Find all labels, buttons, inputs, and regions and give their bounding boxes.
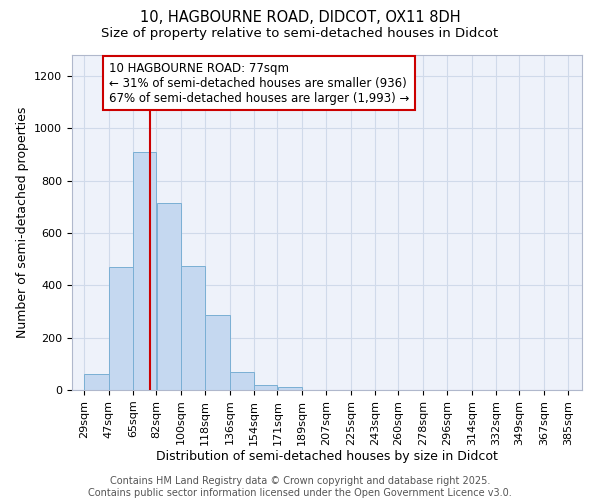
- Bar: [157, 203, 181, 390]
- Text: 10, HAGBOURNE ROAD, DIDCOT, OX11 8DH: 10, HAGBOURNE ROAD, DIDCOT, OX11 8DH: [140, 10, 460, 25]
- Bar: [278, 388, 302, 390]
- Bar: [109, 267, 133, 390]
- Text: Contains HM Land Registry data © Crown copyright and database right 2025.
Contai: Contains HM Land Registry data © Crown c…: [88, 476, 512, 498]
- Text: 10 HAGBOURNE ROAD: 77sqm
← 31% of semi-detached houses are smaller (936)
67% of : 10 HAGBOURNE ROAD: 77sqm ← 31% of semi-d…: [109, 62, 409, 104]
- Bar: [85, 374, 109, 390]
- Bar: [230, 372, 254, 390]
- Bar: [133, 152, 156, 390]
- Bar: [205, 316, 230, 390]
- Y-axis label: Number of semi-detached properties: Number of semi-detached properties: [16, 107, 29, 338]
- Text: Size of property relative to semi-detached houses in Didcot: Size of property relative to semi-detach…: [101, 28, 499, 40]
- X-axis label: Distribution of semi-detached houses by size in Didcot: Distribution of semi-detached houses by …: [156, 450, 498, 464]
- Bar: [181, 266, 205, 390]
- Bar: [254, 385, 277, 390]
